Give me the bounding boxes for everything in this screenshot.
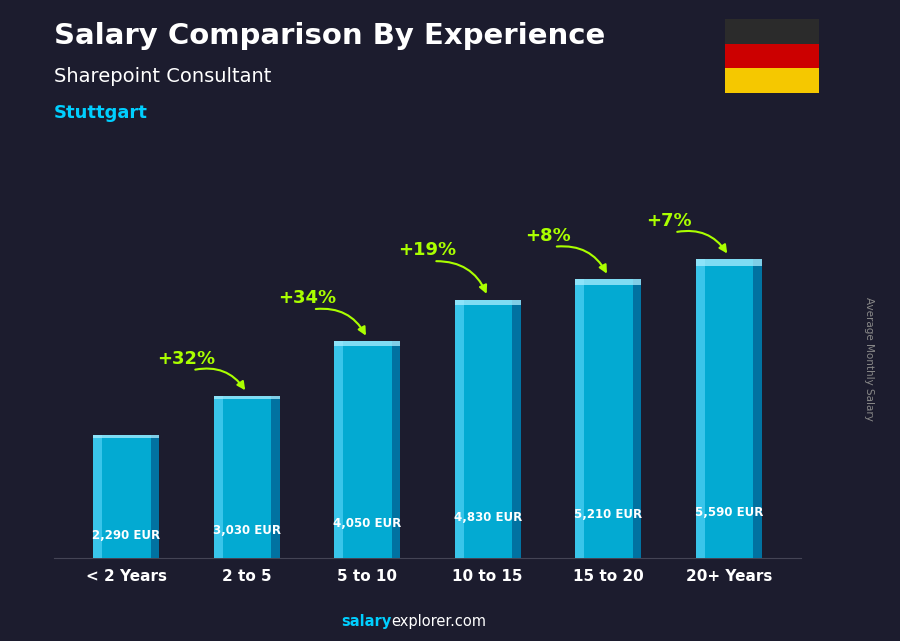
Bar (213, 395, 280, 558)
Bar (94, 435, 103, 558)
Bar (454, 299, 521, 305)
Text: salary: salary (341, 615, 392, 629)
Bar (696, 259, 761, 558)
Text: +34%: +34% (278, 289, 336, 307)
Bar (454, 300, 521, 558)
Text: +32%: +32% (158, 350, 216, 368)
Text: 3,030 EUR: 3,030 EUR (212, 524, 281, 537)
Text: +19%: +19% (399, 241, 456, 259)
Bar (575, 279, 642, 285)
Bar (151, 435, 159, 558)
Bar (271, 395, 280, 558)
Bar (696, 259, 761, 265)
Bar (392, 341, 400, 558)
Text: +7%: +7% (645, 212, 691, 230)
Text: Stuttgart: Stuttgart (54, 104, 148, 122)
Bar (454, 300, 464, 558)
Bar (334, 341, 344, 558)
Bar (724, 19, 819, 44)
Bar (753, 259, 761, 558)
Bar (633, 279, 642, 558)
Bar (213, 395, 223, 558)
Text: 4,050 EUR: 4,050 EUR (333, 517, 401, 529)
Text: Salary Comparison By Experience: Salary Comparison By Experience (54, 22, 605, 51)
Bar (334, 341, 400, 346)
Bar (724, 44, 819, 69)
Bar (334, 341, 400, 558)
Text: 5,210 EUR: 5,210 EUR (574, 508, 643, 522)
Text: +8%: +8% (525, 227, 571, 245)
Bar (575, 279, 584, 558)
Text: explorer.com: explorer.com (392, 615, 487, 629)
Bar (696, 259, 705, 558)
Text: Sharepoint Consultant: Sharepoint Consultant (54, 67, 272, 87)
Bar (213, 395, 280, 399)
Text: 4,830 EUR: 4,830 EUR (454, 511, 522, 524)
Bar (724, 69, 819, 93)
Bar (94, 435, 159, 438)
Bar (575, 279, 642, 558)
Text: Average Monthly Salary: Average Monthly Salary (863, 297, 874, 421)
Bar (512, 300, 521, 558)
Bar (94, 435, 159, 558)
Text: 2,290 EUR: 2,290 EUR (92, 529, 160, 542)
Text: 5,590 EUR: 5,590 EUR (695, 506, 763, 519)
